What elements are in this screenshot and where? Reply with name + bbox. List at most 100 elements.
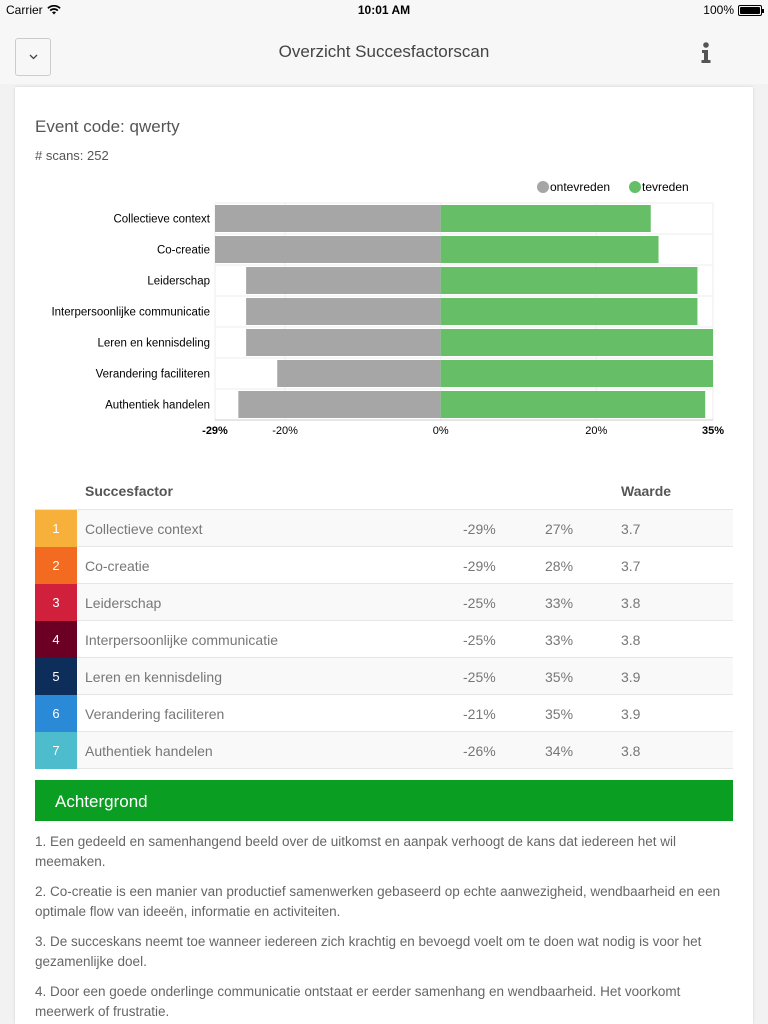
row-waarde: 3.7 — [621, 558, 641, 574]
content-card: Event code: qwerty # scans: 252 Collecti… — [15, 87, 753, 1024]
table-row: 7 Authentiek handelen -26% 34% 3.8 — [35, 732, 733, 769]
event-code: Event code: qwerty — [35, 117, 180, 136]
legend-marker — [537, 181, 549, 193]
succesfactor-table: Succesfactor Waarde 1 Collectieve context… — [35, 480, 733, 769]
bar-tevreden — [440, 329, 713, 356]
bar-ontevreden — [238, 391, 441, 418]
navigation-bar: Overzicht Succesfactorscan — [0, 20, 768, 84]
battery-percent: 100% — [703, 3, 734, 17]
table-row: 3 Leiderschap -25% 33% 3.8 — [35, 584, 733, 621]
header-waarde: Waarde — [621, 483, 672, 499]
page-title: Overzicht Succesfactorscan — [278, 42, 490, 61]
row-ontevreden-percent: -25% — [463, 595, 496, 611]
category-label: Leiderschap — [147, 276, 210, 288]
table-row: 5 Leren en kennisdeling -25% 35% 3.9 — [35, 658, 733, 695]
row-ontevreden-percent: -25% — [463, 632, 496, 648]
row-ontevreden-percent: -25% — [463, 669, 496, 685]
x-tick-label: 0% — [433, 425, 449, 437]
table-row: 6 Verandering faciliteren -21% 35% 3.9 — [35, 695, 733, 732]
row-tevreden-percent: 33% — [545, 632, 574, 648]
row-factor-name: Authentiek handelen — [85, 743, 213, 759]
row-tevreden-percent: 34% — [545, 743, 574, 759]
row-factor-name: Collectieve context — [85, 521, 203, 537]
row-waarde: 3.8 — [621, 595, 641, 611]
status-bar: Carrier 10:01 AM 100% — [0, 0, 768, 20]
header-succesfactor: Succesfactor — [85, 483, 173, 499]
achtergrond-paragraph: 1. Een gedeeld en samenhangend beeld ove… — [35, 834, 676, 869]
table-row: 4 Interpersoonlijke communicatie -25% 33% 3.… — [35, 621, 733, 658]
status-time: 10:01 AM — [357, 3, 411, 17]
row-number-badge: 3 — [35, 584, 77, 621]
legend-marker — [629, 181, 641, 193]
row-ontevreden-percent: -29% — [463, 558, 496, 574]
achtergrond-paragraph: 3. De succeskans neemt toe wanneer ieder… — [35, 934, 702, 969]
achtergrond-header: Achtergrond — [35, 780, 733, 821]
row-number-badge: 7 — [35, 732, 77, 769]
diverging-bar-chart: Collectieve context Co-creatie Leiderschap… — [51, 180, 724, 437]
row-waarde: 3.7 — [621, 521, 641, 537]
row-tevreden-percent: 35% — [545, 669, 574, 685]
row-tevreden-percent: 33% — [545, 595, 574, 611]
category-label: Leren en kennisdeling — [97, 338, 210, 350]
bar-ontevreden — [215, 236, 441, 263]
row-ontevreden-percent: -29% — [463, 521, 496, 537]
category-label: Interpersoonlijke communicatie — [51, 307, 210, 319]
category-label: Collectieve context — [113, 214, 210, 226]
row-number-badge: 4 — [35, 621, 77, 658]
bar-ontevreden — [277, 360, 441, 387]
chevron-down-icon — [29, 54, 37, 60]
table-row: 1 Collectieve context -29% 27% 3.7 — [35, 510, 733, 547]
category-label: Verandering faciliteren — [96, 369, 210, 381]
row-factor-name: Verandering faciliteren — [85, 706, 225, 722]
wifi-icon — [46, 5, 61, 15]
info-button[interactable] — [694, 40, 718, 66]
info-icon — [701, 42, 711, 63]
battery-info: 100% — [703, 3, 764, 17]
carrier-info: Carrier — [6, 3, 61, 17]
table-header: Succesfactor Waarde — [35, 480, 733, 510]
x-tick-label: 20% — [585, 425, 607, 437]
bar-ontevreden — [215, 205, 441, 232]
legend-label: tevreden — [642, 180, 689, 194]
x-tick-label: -20% — [272, 425, 298, 437]
row-tevreden-percent: 27% — [545, 521, 574, 537]
scan-count: # scans: 252 — [35, 148, 109, 163]
row-ontevreden-percent: -21% — [463, 706, 496, 722]
bar-tevreden — [440, 205, 651, 232]
row-waarde: 3.8 — [621, 632, 641, 648]
table-body: 1 Collectieve context -29% 27% 3.7 2 Co-creati… — [35, 510, 733, 769]
row-number-badge: 1 — [35, 510, 77, 547]
row-tevreden-percent: 28% — [545, 558, 574, 574]
achtergrond-text: 1. Een gedeeld en samenhangend beeld ove… — [35, 832, 733, 1024]
battery-icon — [738, 4, 764, 16]
x-tick-label: -29% — [202, 425, 228, 437]
row-waarde: 3.9 — [621, 706, 641, 722]
x-tick-label: 35% — [702, 425, 724, 437]
achtergrond-paragraph: 2. Co-creatie is een manier van producti… — [35, 884, 721, 919]
row-factor-name: Leren en kennisdeling — [85, 669, 222, 685]
bar-tevreden — [440, 267, 698, 294]
row-factor-name: Interpersoonlijke communicatie — [85, 632, 278, 648]
row-number-badge: 5 — [35, 658, 77, 695]
row-number-badge: 2 — [35, 547, 77, 584]
row-number-badge: 6 — [35, 695, 77, 732]
category-label: Co-creatie — [157, 245, 210, 257]
row-waarde: 3.9 — [621, 669, 641, 685]
row-tevreden-percent: 35% — [545, 706, 574, 722]
bar-tevreden — [440, 360, 713, 387]
achtergrond-paragraph: 4. Door een goede onderlinge communicati… — [35, 984, 681, 1019]
bar-ontevreden — [246, 298, 441, 325]
bar-ontevreden — [246, 329, 441, 356]
bar-tevreden — [440, 298, 698, 325]
row-ontevreden-percent: -26% — [463, 743, 496, 759]
row-factor-name: Leiderschap — [85, 595, 162, 611]
category-label: Authentiek handelen — [105, 400, 210, 412]
table-row: 2 Co-creatie -29% 28% 3.7 — [35, 547, 733, 584]
row-factor-name: Co-creatie — [85, 558, 150, 574]
bar-tevreden — [440, 236, 659, 263]
bar-tevreden — [440, 391, 706, 418]
bar-ontevreden — [246, 267, 441, 294]
menu-dropdown-button[interactable] — [15, 38, 51, 76]
carrier-label: Carrier — [6, 3, 43, 17]
legend-label: ontevreden — [550, 180, 610, 194]
